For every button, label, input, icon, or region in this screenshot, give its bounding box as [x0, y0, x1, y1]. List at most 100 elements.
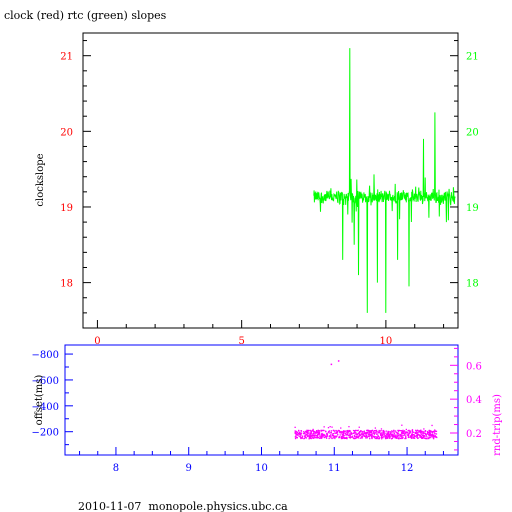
rnd-trip-point [399, 437, 402, 440]
rnd-trip-point [319, 437, 321, 439]
rnd-trip-point [362, 434, 364, 436]
rnd-trip-point [380, 435, 382, 437]
rnd-trip-point [373, 431, 375, 433]
rnd-trip-point [377, 433, 379, 435]
rnd-trip-point [339, 431, 341, 433]
rnd-trip-point [334, 432, 336, 434]
bottom-y-tick-label-left: −200 [32, 428, 59, 439]
rnd-trip-point [370, 434, 372, 436]
rnd-trip-point [313, 431, 315, 433]
rnd-trip-point [409, 435, 411, 437]
rnd-trip-point [394, 437, 396, 439]
rnd-trip-point [420, 433, 422, 435]
rnd-trip-point [338, 437, 340, 439]
rnd-trip-point [385, 436, 387, 438]
rnd-trip-point [412, 431, 415, 433]
rnd-trip-point [368, 433, 370, 435]
rnd-trip-point [384, 432, 386, 435]
rnd-trip-point [317, 433, 319, 435]
rnd-trip-point [344, 432, 346, 434]
rnd-trip-point [388, 434, 390, 436]
rnd-trip-point [411, 429, 414, 431]
rnd-trip-point [358, 435, 361, 437]
rnd-trip-point [310, 432, 313, 434]
rnd-trip-point [386, 432, 388, 434]
rnd-trip-point [375, 429, 378, 432]
rnd-trip-point [375, 431, 377, 433]
rnd-trip-point [355, 429, 357, 431]
rnd-trip-point [373, 433, 375, 435]
rnd-trip-point [407, 432, 409, 434]
bottom-x-tick-label: 8 [113, 463, 119, 474]
rnd-trip-point [408, 429, 410, 431]
rnd-trip-point [330, 435, 332, 438]
rnd-trip-point [401, 430, 403, 432]
rnd-trip-point [353, 435, 356, 437]
rnd-trip-point [321, 437, 323, 439]
top-y-tick-label-left: 21 [60, 52, 73, 63]
rnd-trip-point [428, 433, 430, 435]
rnd-trip-point [326, 435, 328, 437]
top-x-tick-label: 10 [380, 336, 393, 347]
top-x-tick-label: 5 [238, 336, 244, 347]
rnd-trip-point [314, 437, 316, 439]
rnd-trip-point [369, 431, 372, 434]
rnd-trip-point [342, 436, 344, 439]
rnd-trip-point [359, 431, 362, 433]
rnd-trip-point [343, 430, 345, 432]
rnd-trip-point [420, 435, 423, 437]
rnd-trip-point [411, 429, 414, 432]
rnd-trip-point [306, 431, 308, 434]
rnd-trip-point [397, 435, 399, 438]
rnd-trip-point [306, 429, 308, 431]
bottom-x-tick-label: 9 [186, 463, 192, 474]
rnd-trip-point [305, 436, 307, 438]
rnd-trip-point [309, 437, 311, 439]
rnd-trip-point [409, 432, 411, 434]
rnd-trip-point [428, 437, 430, 440]
rnd-trip-point [358, 431, 361, 433]
rnd-trip-point [328, 437, 330, 440]
rnd-trip-point [417, 430, 419, 432]
top-y-tick-label-right: 19 [466, 203, 479, 214]
rnd-trip-point [317, 430, 319, 432]
rnd-trip-point [367, 432, 369, 434]
rnd-trip-point [341, 433, 343, 436]
rnd-trip-point [309, 433, 311, 436]
rnd-trip-point [312, 430, 314, 432]
rnd-trip-point [411, 432, 413, 434]
rnd-trip-point [308, 435, 310, 437]
rnd-trip-point [375, 433, 378, 435]
rnd-trip-point [356, 430, 358, 432]
rnd-trip-point [294, 432, 296, 434]
rnd-trip-point [429, 430, 431, 432]
rnd-trip-point [434, 435, 436, 437]
rnd-trip-point [381, 432, 383, 434]
rnd-trip-point [385, 437, 387, 440]
rnd-trip-point [359, 437, 361, 439]
rnd-trip-point [393, 430, 395, 432]
rnd-trip-point [325, 431, 327, 433]
top-y-tick-label-left: 20 [60, 127, 73, 138]
rnd-trip-point [374, 432, 376, 434]
rnd-trip-point [377, 435, 379, 438]
rnd-trip-point [305, 431, 308, 433]
rnd-trip-point [407, 436, 410, 439]
top-y-axis-label: clockslope [35, 153, 46, 206]
rnd-trip-point [307, 429, 309, 432]
rnd-trip-point [431, 424, 433, 427]
rnd-trip-point [419, 436, 421, 438]
rnd-trip-point [381, 438, 383, 440]
rnd-trip-point [322, 429, 324, 431]
rnd-trip-point [311, 435, 314, 437]
rnd-trip-point [434, 430, 436, 432]
rnd-trip-point [380, 430, 382, 432]
rnd-trip-point [355, 437, 358, 439]
rnd-trip-point [311, 434, 314, 436]
rnd-trip-point [384, 436, 386, 438]
rnd-trip-point [320, 435, 322, 437]
rnd-trip-point [326, 433, 328, 436]
rnd-trip-point [433, 438, 435, 440]
rnd-trip-point [345, 433, 347, 435]
rnd-trip-point [389, 435, 391, 437]
